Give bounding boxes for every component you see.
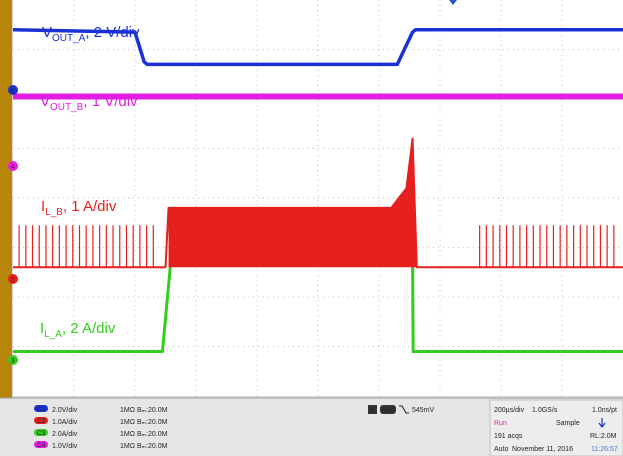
series-band-il-b <box>168 138 417 268</box>
svg-text:C1: C1 <box>37 406 46 413</box>
svg-text:A: A <box>370 407 375 414</box>
trigger-readout[interactable]: A Aux 545mV <box>368 405 435 414</box>
series-label-vout-a: VOUT_A, 2 V/div <box>42 24 140 44</box>
series-label-il-b: IL_B, 1 A/div <box>41 198 117 218</box>
svg-text:C4: C4 <box>37 442 46 449</box>
svg-text:Bₘ:20.0M: Bₘ:20.0M <box>137 419 168 426</box>
series-line-vout-a <box>12 27 623 67</box>
channel-row-c1[interactable]: C1 2.0V/div 1MΩ Bₘ:20.0M <box>34 405 168 414</box>
svg-text:November 11, 2016: November 11, 2016 <box>512 446 573 453</box>
channel-row-c4[interactable]: C4 1.0V/div 1MΩ Bₘ:20.0M <box>34 441 168 450</box>
left-indicator-strip <box>0 0 12 400</box>
channel-row-c2[interactable]: C2 1.0A/div 1MΩ Bₘ:20.0M <box>34 417 168 426</box>
series-label-il-a: IL_A, 2 A/div <box>40 320 116 340</box>
svg-text:Bₘ:20.0M: Bₘ:20.0M <box>137 407 168 414</box>
svg-text:Run: Run <box>494 420 507 427</box>
svg-text:545mV: 545mV <box>412 407 435 414</box>
svg-text:C3: C3 <box>37 430 46 437</box>
svg-text:Bₘ:20.0M: Bₘ:20.0M <box>137 431 168 438</box>
svg-text:3: 3 <box>11 358 15 365</box>
svg-text:1.0GS/s: 1.0GS/s <box>532 407 558 414</box>
svg-text:1: 1 <box>11 88 15 95</box>
waveform-traces <box>12 27 623 353</box>
svg-text:Auto: Auto <box>494 446 509 453</box>
svg-text:1.0V/div: 1.0V/div <box>52 443 78 450</box>
svg-text:1.0A/div: 1.0A/div <box>52 419 78 426</box>
svg-text:1MΩ: 1MΩ <box>120 443 135 450</box>
svg-text:2: 2 <box>11 277 15 284</box>
svg-text:1.0ns/pt: 1.0ns/pt <box>592 407 617 414</box>
trigger-arrow-icon <box>598 418 606 428</box>
svg-text:1MΩ: 1MΩ <box>120 431 135 438</box>
svg-text:191 acqs: 191 acqs <box>494 433 523 440</box>
svg-text:1MΩ: 1MΩ <box>120 407 135 414</box>
ch3-ground-marker: 3 <box>8 355 18 365</box>
ch2-ground-marker: 2 <box>8 274 18 284</box>
falling-edge-icon <box>399 405 409 414</box>
svg-text:C2: C2 <box>37 418 46 425</box>
svg-text:200µs/div: 200µs/div <box>494 407 525 414</box>
svg-text:4: 4 <box>11 164 15 171</box>
svg-text:11:26:57: 11:26:57 <box>591 446 618 453</box>
ch4-ground-marker: 4 <box>8 161 18 171</box>
series-line-il-b <box>13 137 623 269</box>
svg-text:1MΩ: 1MΩ <box>120 419 135 426</box>
svg-text:Sample: Sample <box>556 420 580 427</box>
svg-text:2.0V/div: 2.0V/div <box>52 407 78 414</box>
svg-text:Aux: Aux <box>382 407 394 414</box>
channel-row-c3[interactable]: C3 2.0A/div 1MΩ Bₘ:20.0M <box>34 429 168 438</box>
svg-text:Bₘ:20.0M: Bₘ:20.0M <box>137 443 168 450</box>
timebase-readout[interactable]: 200µs/div 1.0GS/s 1.0ns/pt Run Sample 19… <box>489 399 623 456</box>
trigger-position-icon <box>449 0 457 5</box>
svg-text:RL:2.0M: RL:2.0M <box>590 433 617 440</box>
series-label-vout-b: VOUT_B, 1 V/div <box>40 93 138 113</box>
svg-text:2.0A/div: 2.0A/div <box>52 431 78 438</box>
ch1-ground-marker: 1 <box>8 85 18 95</box>
